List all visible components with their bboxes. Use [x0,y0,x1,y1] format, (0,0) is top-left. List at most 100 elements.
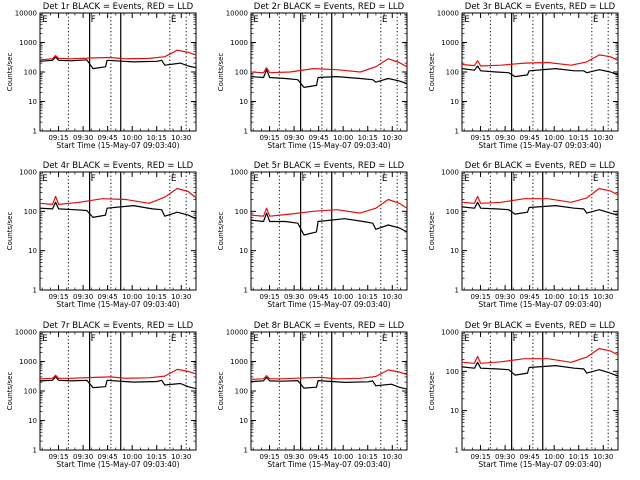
plot-frame [250,331,408,451]
x-tick-label: 10:15 [147,453,167,461]
x-axis-label: Start Time (15-May-07 09:03:40) [478,141,601,150]
y-tick-label: 1 [244,287,248,295]
y-tick-label: 10 [239,417,248,425]
y-tick-label: 100 [235,388,248,396]
x-tick-label: 09:15 [470,293,490,301]
y-tick-label: 10 [239,98,248,106]
y-tick-label: 1000 [19,39,37,47]
x-tick-label: 10:30 [171,134,191,142]
y-tick-label: 10 [450,247,459,255]
plot-frame [461,171,619,291]
panel-title: Det 7r BLACK = Events, RED = LLD [43,321,194,331]
marker-label: E [42,334,48,344]
x-axis-label: Start Time (15-May-07 09:03:40) [56,460,179,469]
x-axis-label: Start Time (15-May-07 09:03:40) [56,141,179,150]
chart-panel-6: Det 6r BLACK = Events, RED = LLD 1 10 100 10… [428,161,619,309]
y-tick-label: 10 [450,98,459,106]
marker-label: E [253,15,259,25]
y-tick-label: 1 [244,447,248,455]
y-tick-label: 1 [455,287,459,295]
x-axis-label: Start Time (15-May-07 09:03:40) [267,460,390,469]
marker-label: F [513,334,518,344]
x-tick-label: 09:30 [73,293,93,301]
y-tick-label: 1 [33,128,37,136]
y-tick-label: 1 [244,128,248,136]
panel-title: Det 4r BLACK = Events, RED = LLD [43,161,194,171]
y-tick-label: 10000 [437,10,459,18]
marker-label: E [42,174,48,184]
y-tick-label: 10 [28,98,37,106]
marker-label: E [464,334,470,344]
chart-panel-8: Det 8r BLACK = Events, RED = LLD 1 10 100 10… [217,321,408,469]
x-tick-label: 09:45 [98,293,118,301]
y-axis-label: Counts/sec [217,212,225,251]
marker-label: E [464,15,470,25]
panel-title: Det 6r BLACK = Events, RED = LLD [465,161,616,171]
marker-label: E [171,334,177,344]
x-tick-label: 09:45 [520,293,540,301]
x-tick-label: 10:00 [544,293,564,301]
y-axis-label: Counts/sec [6,212,14,251]
x-tick-label: 09:15 [48,453,68,461]
x-tick-label: 10:30 [593,134,613,142]
panel-title: Det 2r BLACK = Events, RED = LLD [254,2,405,12]
x-tick-label: 10:00 [122,293,142,301]
x-tick-label: 10:00 [333,293,353,301]
plot-frame [39,171,197,291]
marker-label: F [91,174,96,184]
series-line-events [461,201,619,216]
x-tick-label: 09:30 [495,293,515,301]
y-tick-label: 100 [446,368,459,376]
plot-frame [39,12,197,132]
x-tick-label: 10:30 [382,453,402,461]
x-tick-label: 09:45 [520,134,540,142]
panel-title: Det 5r BLACK = Events, RED = LLD [254,161,405,171]
x-axis-label: Start Time (15-May-07 09:03:40) [478,300,601,309]
y-axis-label: Counts/sec [6,372,14,411]
series-line-lld [461,347,619,364]
x-tick-label: 10:00 [544,134,564,142]
marker-label: E [382,15,388,25]
x-tick-label: 09:30 [495,134,515,142]
y-tick-label: 1000 [230,358,248,366]
marker-label: E [382,174,388,184]
series-line-events [250,376,408,390]
y-axis-label: Counts/sec [217,53,225,92]
marker-label: E [382,334,388,344]
y-tick-label: 100 [446,208,459,216]
chart-panel-2: Det 2r BLACK = Events, RED = LLD 1 10 100 10… [217,2,408,150]
x-tick-label: 10:30 [171,293,191,301]
series-line-lld [250,369,408,380]
plot-frame [250,171,408,291]
y-tick-label: 1000 [441,329,459,337]
x-tick-label: 10:30 [593,293,613,301]
marker-label: F [513,174,518,184]
x-tick-label: 09:15 [470,453,490,461]
y-tick-label: 10000 [15,329,37,337]
y-tick-label: 1 [455,447,459,455]
marker-label: E [593,15,599,25]
y-tick-label: 10000 [226,10,248,18]
series-line-events [461,65,619,78]
marker-label: F [302,15,307,25]
x-tick-label: 09:30 [495,453,515,461]
series-line-events [461,361,619,377]
x-tick-label: 10:00 [122,453,142,461]
x-tick-label: 10:15 [569,293,589,301]
x-tick-label: 10:15 [358,453,378,461]
marker-label: E [464,174,470,184]
y-axis-label: Counts/sec [428,212,436,251]
x-tick-label: 09:15 [48,134,68,142]
x-tick-label: 10:15 [147,134,167,142]
series-line-lld [461,187,619,204]
series-line-events [39,56,197,70]
x-tick-label: 09:15 [470,134,490,142]
panel-title: Det 8r BLACK = Events, RED = LLD [254,321,405,331]
chart-panel-4: Det 4r BLACK = Events, RED = LLD 1 10 100 10… [6,161,197,309]
y-tick-label: 1000 [19,169,37,177]
x-tick-label: 09:15 [48,293,68,301]
x-tick-label: 10:00 [333,134,353,142]
chart-panel-3: Det 3r BLACK = Events, RED = LLD 1 10 100 10… [428,2,619,150]
series-line-events [250,69,408,89]
y-axis-label: Counts/sec [428,53,436,92]
